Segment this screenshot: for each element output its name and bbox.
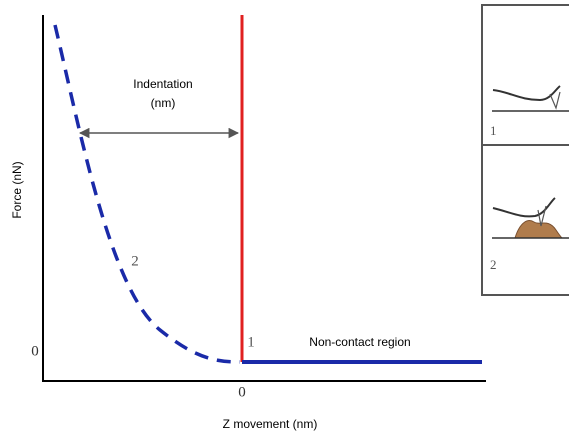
y-axis-label: Force (nN) [10,161,24,218]
y-origin: 0 [31,343,39,359]
x-axis-label: Z movement (nm) [223,417,318,431]
cantilever [492,197,556,218]
inset-box [481,4,569,146]
point-label: 1 [247,334,255,350]
indentation-label: Indentation [133,77,192,91]
inset-label: 2 [490,257,497,272]
indentation-unit: (nm) [151,96,176,110]
x-origin: 0 [238,384,246,400]
tip [549,91,561,110]
indentation-curve [53,24,241,364]
inset-label: 1 [490,123,497,138]
tip [537,205,547,227]
inset-box [481,144,569,296]
region-label: Non-contact region [309,335,410,349]
cantilever [492,85,561,102]
point-label: 2 [131,253,139,269]
sample [514,220,564,239]
